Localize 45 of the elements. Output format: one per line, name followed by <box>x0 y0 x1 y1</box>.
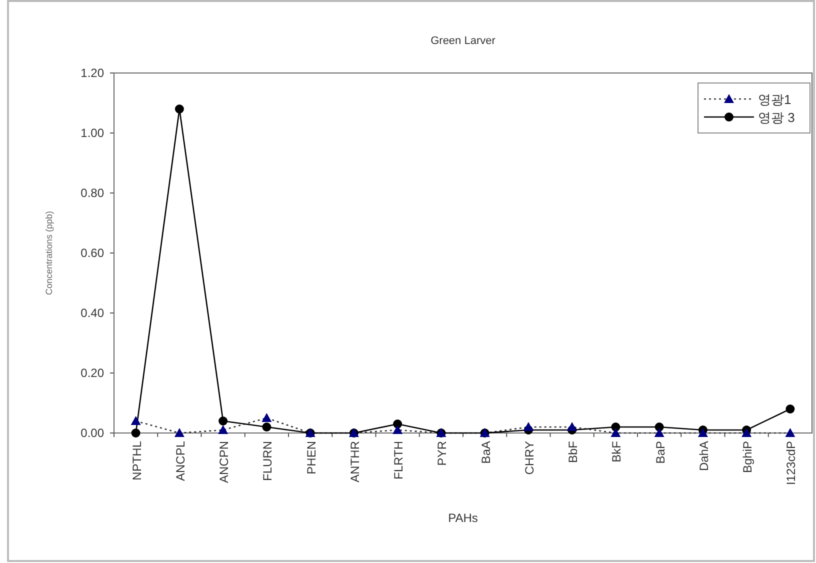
point <box>218 416 228 426</box>
y-tick-label: 0.40 <box>80 306 104 320</box>
point <box>392 425 403 434</box>
x-tick-label: PHEN <box>304 441 318 474</box>
point <box>218 425 228 434</box>
point <box>130 416 141 425</box>
y-tick-label: 0.80 <box>80 186 104 200</box>
point <box>785 428 796 437</box>
point <box>523 422 534 431</box>
x-tick-label: I123cdP <box>784 441 798 486</box>
x-tick-label: DahA <box>696 441 711 472</box>
x-tick-label: BkF <box>610 441 624 462</box>
point <box>262 413 272 422</box>
point <box>262 422 272 432</box>
y-axis-title: Concentrations (ppb) <box>44 210 54 296</box>
point <box>610 428 621 437</box>
y-tick-label: 0.00 <box>80 426 104 440</box>
point <box>654 428 664 437</box>
x-tick-label: BaA <box>478 441 493 464</box>
point <box>786 404 795 414</box>
x-tick-label: FLURN <box>260 441 275 482</box>
x-axis-title: PAHs <box>448 511 478 525</box>
x-tick-label: PYR <box>435 440 450 466</box>
x-tick-label: ANCPN <box>217 441 232 484</box>
y-tick-label: 1.20 <box>80 66 104 80</box>
x-tick-label: NPTHL <box>130 440 144 480</box>
point <box>131 428 140 438</box>
x-tick-label: FLRTH <box>392 441 406 480</box>
y-tick-label: 0.20 <box>80 366 104 380</box>
x-tick-label: BbF <box>566 441 580 464</box>
y-tick-label: 1.00 <box>80 126 104 140</box>
y-tick-label: 0.60 <box>80 246 104 260</box>
x-tick-label: ANCPL <box>173 440 188 482</box>
legend-label: 영광1 <box>758 92 792 107</box>
x-tick-label: ANTHR <box>348 440 362 482</box>
point <box>174 428 184 437</box>
x-tick-label: BghiP <box>740 441 755 474</box>
legend-label: 영광 3 <box>758 110 795 125</box>
x-tick-label: CHRY <box>522 441 536 475</box>
point <box>742 428 752 437</box>
point <box>567 422 578 431</box>
point <box>698 428 708 437</box>
x-tick-label: BaP <box>653 441 668 464</box>
chart-title: Green Larver <box>430 35 496 47</box>
point <box>174 104 184 114</box>
